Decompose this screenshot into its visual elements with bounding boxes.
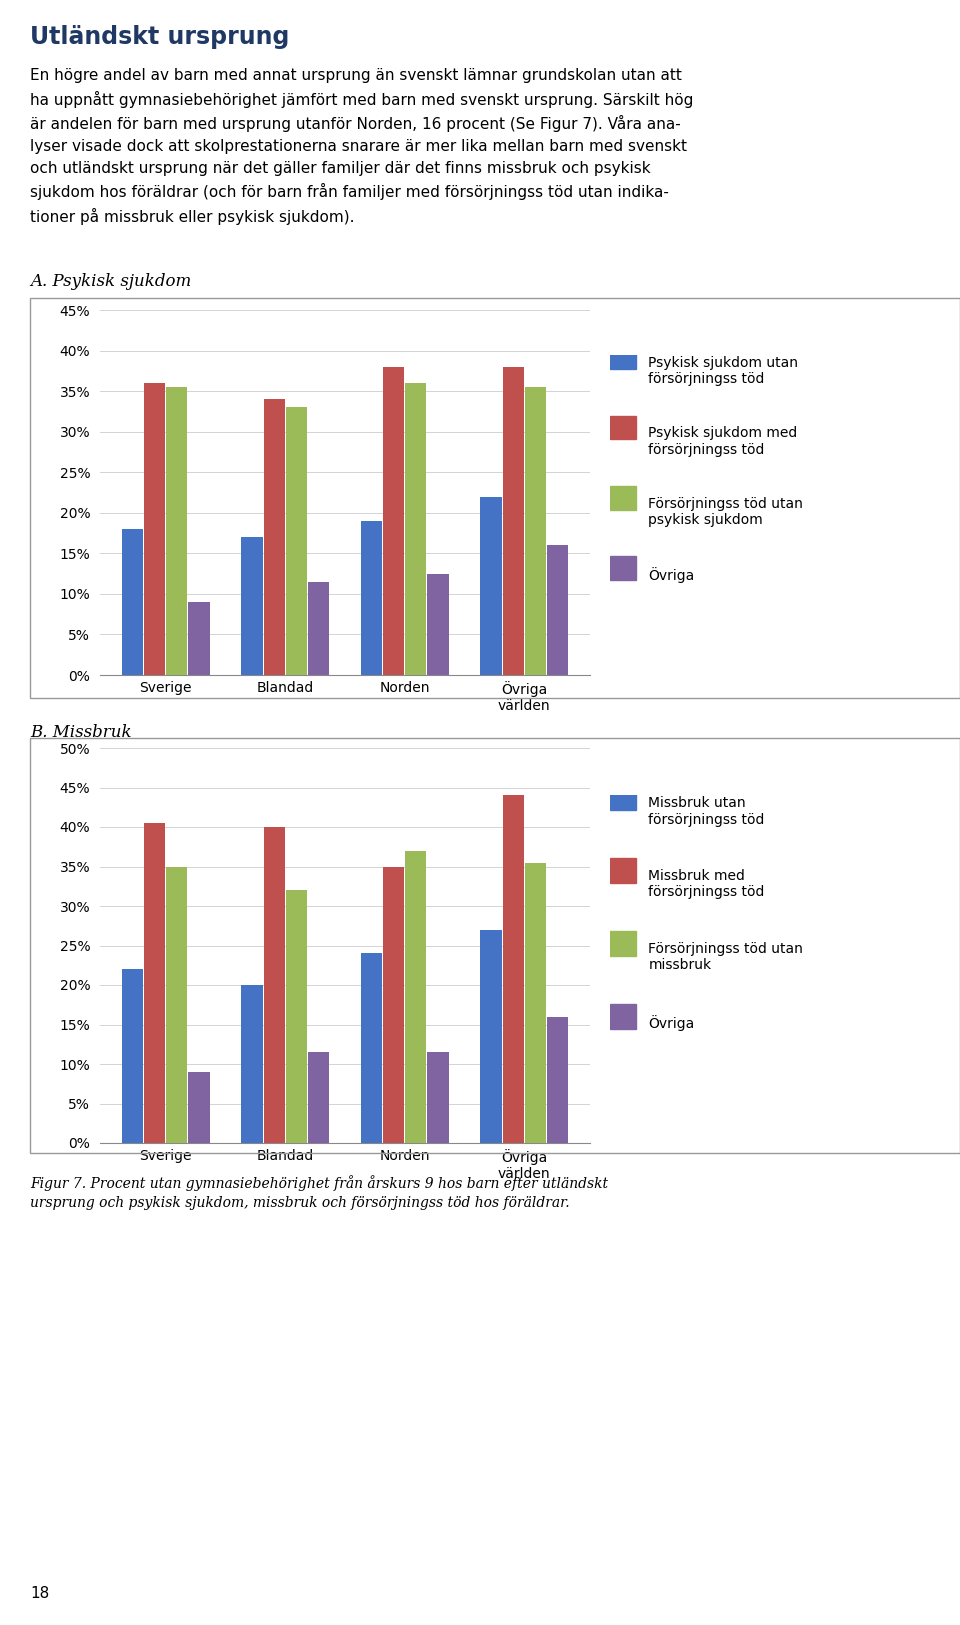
Bar	[286, 891, 307, 1142]
Text: 18: 18	[30, 1586, 49, 1602]
Bar	[427, 574, 448, 674]
Bar	[481, 929, 502, 1142]
Bar	[610, 1004, 636, 1029]
Bar	[610, 346, 636, 369]
Bar	[503, 367, 524, 674]
Text: A. Psykisk sjukdom: A. Psykisk sjukdom	[30, 273, 191, 291]
Bar	[144, 822, 165, 1142]
Bar	[242, 985, 263, 1142]
Bar	[286, 408, 307, 674]
Bar	[188, 601, 209, 674]
Bar	[405, 852, 426, 1142]
Bar	[383, 367, 404, 674]
Bar	[361, 954, 382, 1142]
Bar	[610, 785, 636, 809]
Text: Psykisk sjukdom utan
försörjningss töd: Psykisk sjukdom utan försörjningss töd	[648, 356, 799, 387]
Bar	[525, 387, 546, 674]
Bar	[166, 387, 187, 674]
Text: Figur 7. Procent utan gymnasiebehörighet från årskurs 9 hos barn efter utländskt: Figur 7. Procent utan gymnasiebehörighet…	[30, 1175, 608, 1211]
Bar	[383, 866, 404, 1142]
Bar	[610, 931, 636, 955]
Bar	[610, 486, 636, 510]
Bar	[242, 538, 263, 674]
Text: Psykisk sjukdom med
försörjningss töd: Psykisk sjukdom med försörjningss töd	[648, 426, 798, 457]
Bar	[525, 863, 546, 1142]
Bar	[610, 556, 636, 580]
Bar	[122, 968, 143, 1142]
Bar	[144, 384, 165, 674]
Bar	[264, 400, 285, 674]
Text: B. Missbruk: B. Missbruk	[30, 723, 132, 741]
Bar	[610, 416, 636, 439]
Text: Missbruk utan
försörjningss töd: Missbruk utan försörjningss töd	[648, 796, 765, 827]
Text: Missbruk med
försörjningss töd: Missbruk med försörjningss töd	[648, 869, 765, 900]
Bar	[264, 827, 285, 1142]
Bar	[405, 384, 426, 674]
Bar	[122, 530, 143, 674]
Bar	[427, 1051, 448, 1142]
Text: Försörjningss töd utan
missbruk: Försörjningss töd utan missbruk	[648, 942, 804, 972]
Text: Försörjningss töd utan
psykisk sjukdom: Försörjningss töd utan psykisk sjukdom	[648, 497, 804, 526]
Text: Övriga: Övriga	[648, 567, 695, 583]
Bar	[188, 1072, 209, 1142]
Bar	[503, 795, 524, 1142]
Bar	[308, 1051, 329, 1142]
Bar	[547, 1017, 568, 1142]
Bar	[610, 858, 636, 882]
Text: Utländskt ursprung: Utländskt ursprung	[30, 24, 289, 49]
Text: En högre andel av barn med annat ursprung än svenskt lämnar grundskolan utan att: En högre andel av barn med annat ursprun…	[30, 68, 693, 226]
Bar	[308, 582, 329, 674]
Bar	[166, 866, 187, 1142]
Bar	[547, 546, 568, 674]
Bar	[361, 522, 382, 674]
Bar	[481, 497, 502, 674]
Text: Övriga: Övriga	[648, 1016, 695, 1030]
